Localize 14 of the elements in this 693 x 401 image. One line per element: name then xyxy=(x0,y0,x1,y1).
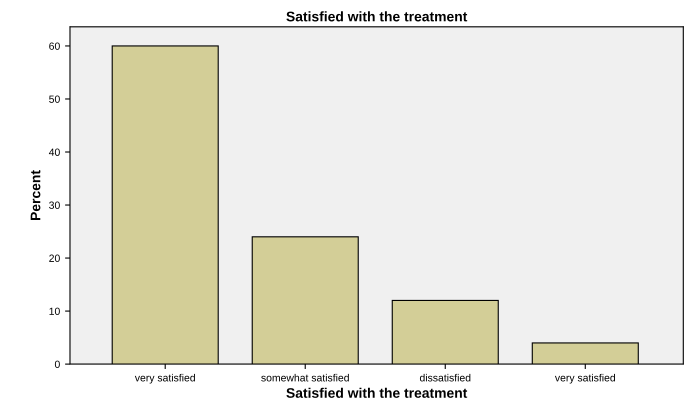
y-tick-label: 20 xyxy=(49,254,60,262)
y-tick-label: 50 xyxy=(49,95,60,103)
y-tick-label: 60 xyxy=(49,42,60,50)
x-axis-title: Satisfied with the treatment xyxy=(286,388,468,398)
y-tick-label: 0 xyxy=(54,360,60,368)
y-axis-title: Percent xyxy=(30,170,40,220)
x-tick-label: very satisfied xyxy=(134,374,195,384)
x-tick-label: somewhat satisfied xyxy=(261,374,349,382)
y-tick-label: 10 xyxy=(49,308,60,315)
x-tick-label: dissatisfied xyxy=(420,374,470,382)
y-tick-label: 40 xyxy=(48,148,60,156)
y-tick-label: 30 xyxy=(49,202,60,209)
chart-title: Satisfied with the treatment xyxy=(286,11,468,22)
x-tick-label: very satisfied xyxy=(554,374,616,384)
